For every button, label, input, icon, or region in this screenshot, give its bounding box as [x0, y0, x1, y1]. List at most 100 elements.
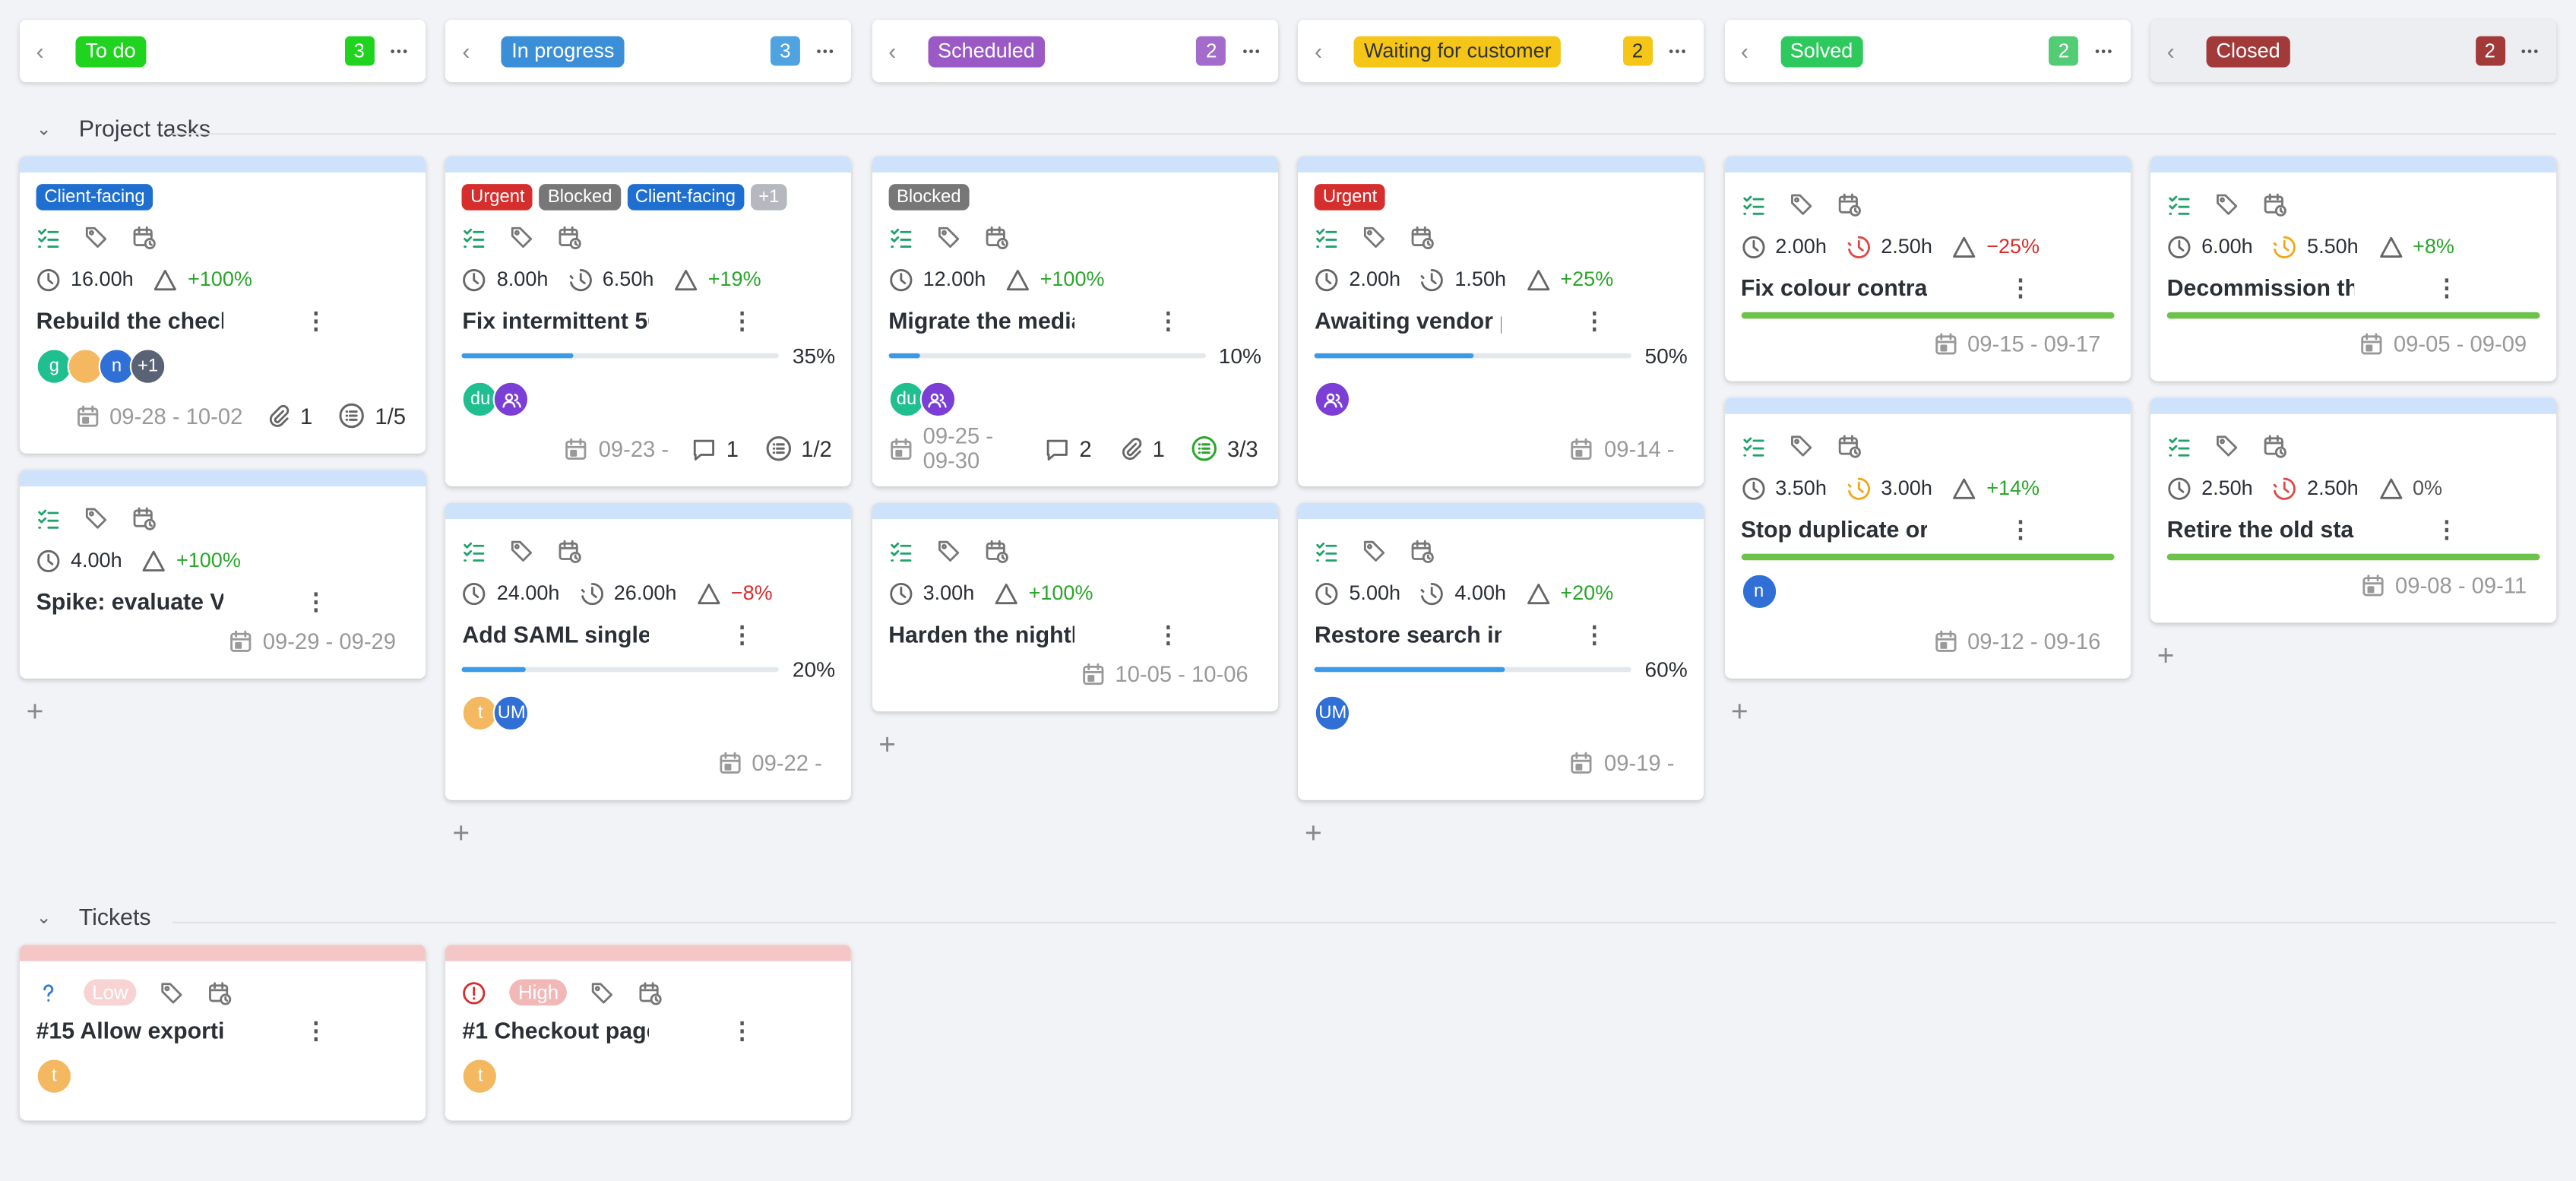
column-menu[interactable]: •••	[390, 43, 410, 59]
date-icon-svg	[2264, 434, 2286, 458]
card-menu[interactable]: ⋮	[1157, 620, 1180, 647]
tag-icon-svg	[2217, 435, 2238, 456]
estimate: 24.00h	[496, 581, 560, 605]
footer-row: 09-05 - 09-09	[2167, 322, 2540, 365]
avatar-row: du	[462, 372, 835, 428]
estimate-icon	[888, 581, 913, 605]
tag-row: Client-facing	[36, 184, 410, 211]
card-menu[interactable]: ⋮	[1582, 620, 1606, 647]
card-menu[interactable]: ⋮	[2008, 273, 2033, 300]
card-menu[interactable]: ⋮	[2435, 273, 2458, 300]
column-menu[interactable]: •••	[2521, 43, 2540, 59]
group-header[interactable]: ⌄ Tickets	[36, 904, 151, 930]
card[interactable]: High #1 Checkout page returns 502 d... ⋮ t	[445, 945, 852, 1121]
time-spent: 3.00h	[1881, 476, 1932, 500]
add-card[interactable]: +	[2157, 639, 2175, 673]
card[interactable]: 2.00h 2.50h −25% Fix colour contrast on pri…	[1724, 156, 2131, 382]
collapse-button[interactable]: ‹	[2166, 37, 2175, 65]
attachment-icon-svg	[269, 404, 289, 426]
add-card[interactable]: +	[1730, 695, 1748, 728]
footer-row: 10-05 - 10-06	[888, 652, 1261, 695]
delta-icon-svg	[1527, 268, 1549, 290]
date-range: 09-25 - 09-30	[922, 423, 994, 473]
card-menu[interactable]: ⋮	[1157, 306, 1180, 333]
checklist-icon	[1741, 192, 1765, 216]
column-menu[interactable]: •••	[816, 43, 836, 59]
card[interactable]: Client-facing 16.00h +100% Rebuild the chec…	[19, 156, 426, 454]
delta-icon	[1952, 234, 1976, 258]
card[interactable]: Urgent Blocked Client-facing +1 8.00h 6.50h +1…	[445, 156, 852, 486]
column-menu[interactable]: •••	[1242, 43, 1261, 59]
card-menu[interactable]: ⋮	[304, 587, 328, 614]
progress-row: 10%	[888, 338, 1261, 371]
card[interactable]: Low #15 Allow exporting the order hi... ⋮ t	[19, 945, 426, 1121]
estimate-icon	[1741, 234, 1765, 258]
group-header[interactable]: ⌄ Project tasks	[36, 115, 210, 141]
add-card[interactable]: +	[1305, 816, 1322, 850]
card-menu[interactable]: ⋮	[304, 1016, 328, 1043]
card[interactable]: 6.00h 5.50h +8% Decommission the legacy blo…	[2150, 156, 2557, 382]
progress-bar	[1315, 352, 1632, 358]
card[interactable]: 24.00h 26.00h −8% Add SAML single sign-on f…	[445, 502, 852, 800]
add-card[interactable]: +	[26, 695, 44, 728]
card[interactable]: 2.50h 2.50h 0% Retire the old staging serve…	[2150, 397, 2557, 623]
card-menu[interactable]: ⋮	[2008, 515, 2033, 542]
avatar: du	[888, 381, 925, 418]
time-delta: +100%	[1040, 268, 1105, 291]
time-spent: 26.00h	[613, 581, 677, 605]
date-icon	[207, 980, 232, 1005]
card-menu[interactable]: ⋮	[730, 620, 754, 647]
attachment-count: 1	[300, 403, 313, 429]
time-delta: +25%	[1560, 268, 1614, 291]
card[interactable]: 3.50h 3.00h +14% Stop duplicate order-confi…	[1724, 397, 2131, 679]
card[interactable]: Urgent 2.00h 1.50h +25% Awaiting vendor patc…	[1298, 156, 1704, 486]
card-menu[interactable]: ⋮	[1582, 306, 1606, 333]
date-icon-svg	[639, 981, 662, 1005]
group-avatar-icon-svg	[1323, 392, 1343, 407]
delta-icon	[1005, 267, 1030, 291]
card[interactable]: Blocked 12.00h +100% Migrate the media libr…	[872, 156, 1278, 486]
delta-icon-svg	[1527, 582, 1549, 604]
spent-icon-svg	[580, 581, 603, 605]
attachment-icon	[1118, 436, 1142, 461]
card-menu[interactable]: ⋮	[730, 306, 754, 333]
progress-row: 60%	[1315, 652, 1688, 685]
collapse-button[interactable]: ‹	[36, 37, 44, 65]
card-menu[interactable]: ⋮	[304, 306, 328, 333]
time-spent: 1.50h	[1454, 268, 1507, 291]
collapse-button[interactable]: ‹	[888, 37, 897, 65]
time-row: 2.00h 1.50h +25%	[1315, 256, 1688, 302]
estimate: 5.00h	[1349, 581, 1401, 605]
add-card[interactable]: +	[878, 727, 896, 761]
checklist-progress-icon-svg	[339, 403, 365, 429]
collapse-button[interactable]: ‹	[1315, 37, 1323, 65]
date-icon	[1933, 628, 1957, 653]
group-title: Tickets	[78, 904, 151, 930]
column-header: ‹ Solved 2 •••	[1724, 19, 2131, 83]
date-icon	[2262, 433, 2286, 458]
type-icon	[462, 980, 486, 1005]
add-card[interactable]: +	[452, 816, 470, 850]
estimate-icon-svg	[463, 581, 486, 605]
icon-row	[1741, 426, 2114, 465]
collapse-button[interactable]: ‹	[1740, 37, 1748, 65]
card-count: 3	[344, 36, 375, 66]
card-menu[interactable]: ⋮	[730, 1016, 754, 1043]
collapse-button[interactable]: ‹	[462, 37, 470, 65]
column-menu[interactable]: •••	[2094, 43, 2114, 59]
icon-row: High	[462, 973, 835, 1012]
tag-icon-svg	[1364, 540, 1385, 561]
card-menu[interactable]: ⋮	[2435, 515, 2458, 542]
card[interactable]: 5.00h 4.00h +20% Restore search indexing af…	[1298, 502, 1704, 800]
tag: Blocked	[540, 184, 621, 211]
column-menu[interactable]: •••	[1669, 43, 1688, 59]
tag-icon	[2214, 433, 2239, 458]
estimate-icon	[1741, 476, 1765, 500]
estimate: 2.00h	[1775, 235, 1827, 258]
date-icon	[1570, 436, 1594, 461]
time-row: 12.00h +100%	[888, 256, 1261, 302]
card[interactable]: 4.00h +100% Spike: evaluate Vite for the a…	[19, 470, 426, 679]
date-icon	[1933, 331, 1957, 356]
card[interactable]: 3.00h +100% Harden the nightly database ba…	[872, 502, 1278, 712]
